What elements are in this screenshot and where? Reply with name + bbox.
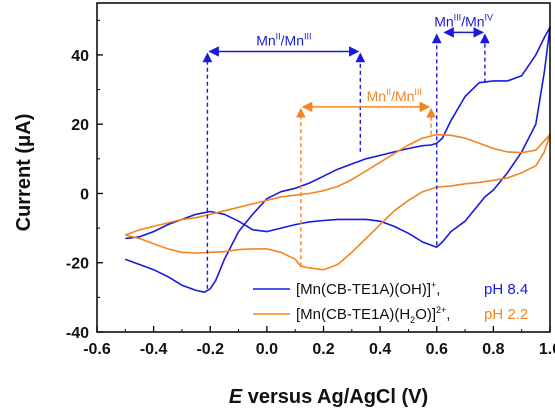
plot-area xyxy=(125,26,551,293)
y-tick-label: -40 xyxy=(66,325,89,342)
x-tick-label: 0.8 xyxy=(482,341,504,358)
axes: -0.6 -0.4 -0.2 0.0 0.2 0.4 0.6 0.8 1.0 -40 -20 0 20 4… xyxy=(13,2,555,408)
x-tick-label: -0.2 xyxy=(196,341,224,358)
y-tick-label: 0 xyxy=(80,186,89,203)
x-tick-label: -0.6 xyxy=(83,341,111,358)
x-tick-label: 1.0 xyxy=(539,341,555,358)
blue-mn3-mn4-label: MnIII/MnIV xyxy=(434,12,493,29)
annotations: MnII/MnIII MnIII/MnIV MnII/MnIII xyxy=(202,12,493,289)
x-axis-title: E versus Ag/AgCl (V) xyxy=(229,386,428,408)
series-line-1 xyxy=(125,133,551,271)
x-tick-label: 0.4 xyxy=(369,341,391,358)
x-tick-label: 0.0 xyxy=(256,341,278,358)
x-tick-label: 0.2 xyxy=(312,341,334,358)
y-tick-label: 40 xyxy=(71,48,89,65)
series-line-0 xyxy=(125,26,551,293)
y-axis-title: Current (μA) xyxy=(13,114,35,232)
legend-condition-0: pH 8.4 xyxy=(484,281,528,298)
legend-label-1: [Mn(CB-TE1A)(H2O)]2+, xyxy=(296,305,450,325)
legend-label-0: [Mn(CB-TE1A)(OH)]+, xyxy=(296,280,440,298)
y-tick-label: -20 xyxy=(66,256,89,273)
legend: [Mn(CB-TE1A)(OH)]+, pH 8.4 [Mn(CB-TE1A)(H2… xyxy=(253,280,528,325)
legend-condition-1: pH 2.2 xyxy=(484,306,528,323)
x-tick-label: 0.6 xyxy=(426,341,448,358)
y-tick-label: 20 xyxy=(71,117,89,134)
blue-mn2-mn3-label: MnII/MnIII xyxy=(256,31,311,48)
x-tick-label: -0.4 xyxy=(140,341,168,358)
orange-mn2-mn3-label: MnII/MnIII xyxy=(367,87,422,104)
